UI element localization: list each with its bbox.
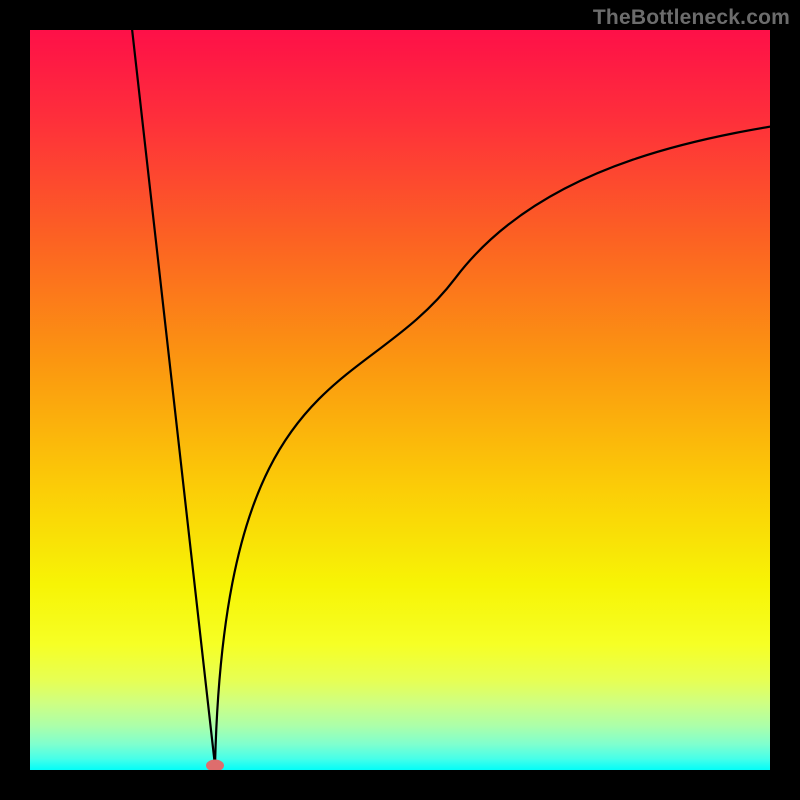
figure-root: TheBottleneck.com [0,0,800,800]
chart-svg [30,30,770,770]
gradient-background [30,30,770,770]
watermark-text: TheBottleneck.com [593,6,790,30]
plot-area [30,30,770,770]
